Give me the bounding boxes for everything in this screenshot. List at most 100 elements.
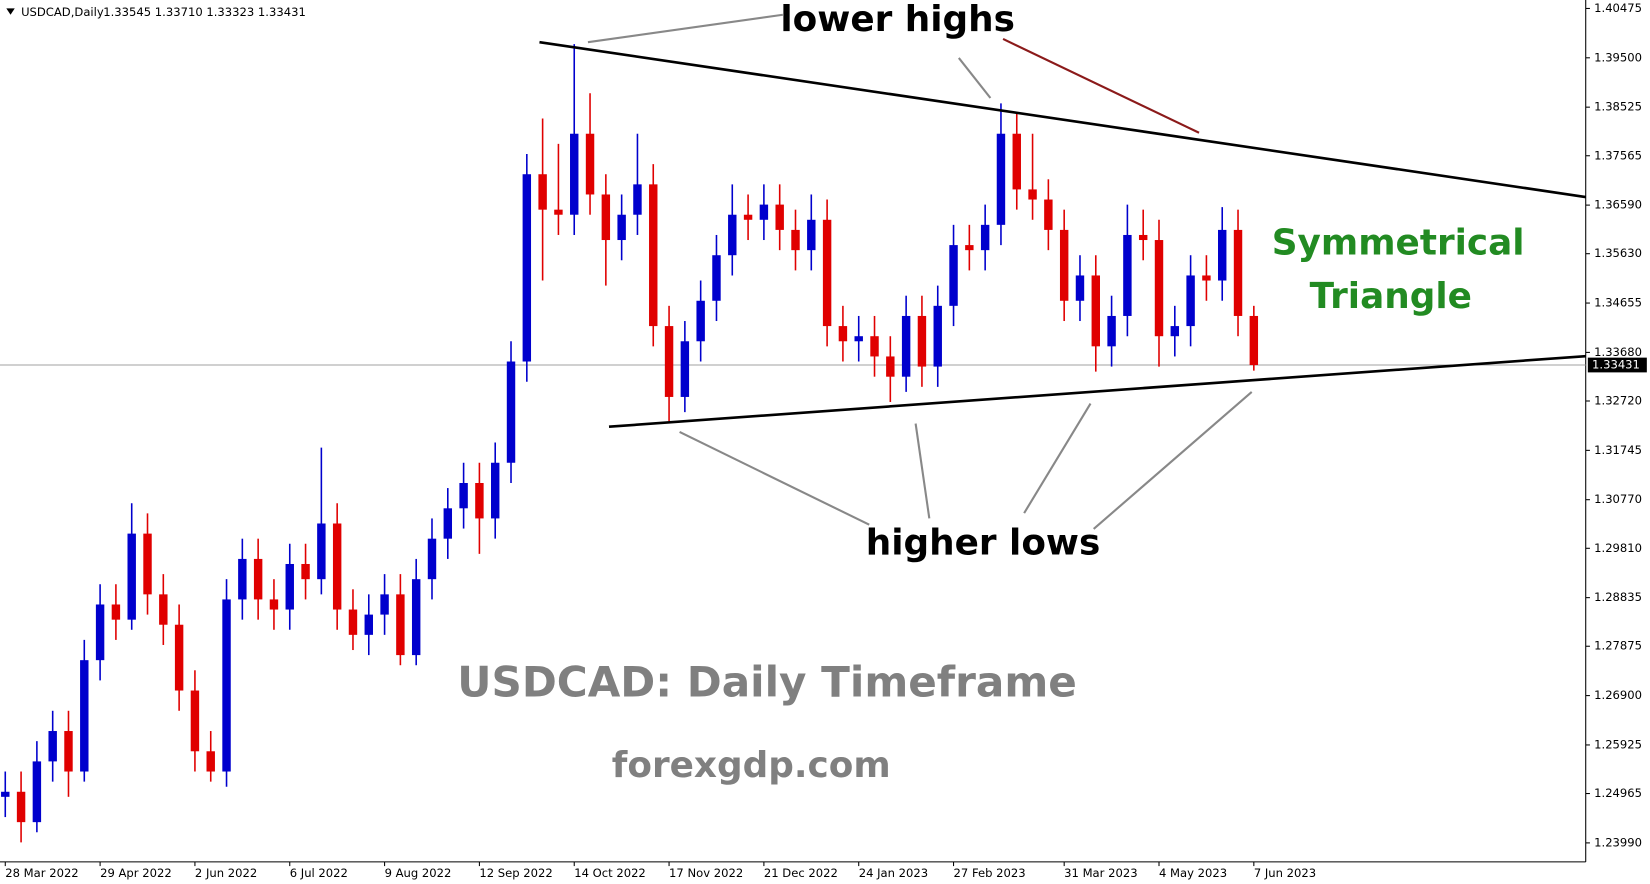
y-tick-label: 1.27875 [1594,639,1642,653]
candle-body [1138,234,1148,241]
candle-body [917,315,927,367]
x-tick-label: 12 Sep 2022 [479,866,552,880]
x-tick-label: 31 Mar 2023 [1064,866,1137,880]
candle-body [1202,275,1211,281]
candle-body [1170,326,1180,337]
candle-body [269,599,279,610]
candle-body [965,245,974,251]
pointer-line [1002,38,1200,134]
candle-body [1091,275,1100,347]
x-tick-label: 24 Jan 2023 [859,866,928,880]
y-tick-label: 1.30770 [1594,492,1642,506]
pointer-line [679,431,870,526]
candle-body [1249,315,1259,366]
candle-body [933,305,942,367]
candle-body [759,204,769,220]
x-tick-label: 4 May 2023 [1159,866,1227,880]
candle-body [238,558,247,600]
candle-body [664,326,674,397]
x-tick-label: 21 Dec 2022 [764,866,838,880]
candle-body [633,184,642,215]
candle-body [822,219,832,327]
candle-body [1233,229,1243,316]
candle-body [712,255,721,301]
candle-body [64,731,73,772]
pattern-label: Triangle [1310,276,1472,317]
candle-body [775,204,784,230]
y-tick-label: 1.24965 [1594,786,1642,800]
y-tick-label: 1.40475 [1594,1,1642,15]
timeframe-label: USDCAD: Daily Timeframe [457,657,1077,706]
candle-body [901,315,911,377]
candle-body [32,761,42,823]
candle-body [380,594,389,615]
trendlines [539,13,1586,530]
candle-body [143,533,152,595]
y-tick-label: 1.25925 [1594,737,1642,751]
candle-body [1186,275,1195,327]
candle-body [1123,234,1132,316]
y-tick-label: 1.32720 [1594,393,1642,407]
x-tick-label: 29 Apr 2022 [100,866,172,880]
candle-body [427,538,437,580]
candle-body [1044,199,1053,230]
candle-body [222,599,231,772]
candle-body [522,174,532,362]
candle-body [1012,133,1021,190]
candle-body [95,604,105,661]
candle-body [48,731,57,762]
candle-body [570,133,579,215]
last-price-label: 1.33431 [1592,358,1640,372]
candle-body [617,214,626,241]
candle-body [696,300,705,342]
candle-body [159,594,168,625]
candle-body [554,209,563,215]
header: USDCAD,Daily 1.33545 1.33710 1.33323 1.3… [6,5,306,19]
candle-body [728,214,737,256]
candle-body [127,533,136,620]
y-tick-label: 1.23990 [1594,835,1642,849]
candle-body [317,523,326,580]
candle-body [1154,240,1164,337]
x-tick-label: 2 Jun 2022 [195,866,257,880]
y-tick-label: 1.36590 [1594,198,1642,212]
candle-body [1059,229,1069,301]
higher-lows-label: higher lows [866,523,1101,564]
y-tick-label: 1.37565 [1594,148,1642,162]
pointer-line [587,13,784,44]
candle-body [206,751,215,772]
y-tick-label: 1.34655 [1594,296,1642,310]
candle-body [411,579,421,656]
candle-body [490,462,500,519]
pointer-line [914,423,931,519]
y-tick-label: 1.39500 [1594,50,1642,64]
ohlc: 1.33545 1.33710 1.33323 1.33431 [103,5,306,19]
x-tick-label: 17 Nov 2022 [669,866,743,880]
candle-body [1218,229,1227,281]
y-tick-label: 1.33680 [1594,345,1642,359]
candle-body [285,563,294,610]
candle-body [585,133,595,195]
candle-body [870,336,879,357]
candle-body [807,219,816,251]
candle-body [364,614,373,635]
candle-body [190,690,200,752]
y-tick-label: 1.38525 [1594,100,1642,114]
candle-body [1028,189,1037,200]
candle-body [396,594,405,656]
lower-highs-label: lower highs [780,0,1015,40]
menu-arrow [6,8,15,15]
candle-body [538,174,547,210]
x-tick-label: 9 Aug 2022 [385,866,452,880]
candle-body [459,482,468,509]
candle-body [111,604,121,620]
candle-body [949,245,958,306]
candle-body [680,341,690,397]
symbol: USDCAD,Daily [21,5,104,19]
y-tick-label: 1.26900 [1594,688,1642,702]
pointer-line [1092,391,1253,530]
candle-body [443,508,453,539]
pattern-label: Symmetrical [1272,222,1525,263]
